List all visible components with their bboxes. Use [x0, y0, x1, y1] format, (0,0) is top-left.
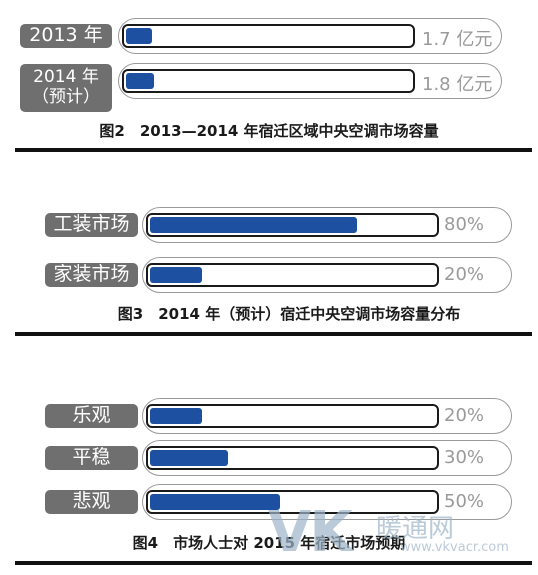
- bar-fill: [126, 73, 154, 89]
- chart3-row-jiazhuang: 家装市场 20%: [0, 257, 538, 293]
- divider: [15, 332, 532, 336]
- bar-track: [146, 213, 439, 237]
- row-label: 家装市场: [45, 263, 138, 287]
- chart-caption: 图3 2014 年（预计）宿迁中央空调市场容量分布: [117, 305, 461, 323]
- watermark-logo: VK: [268, 500, 353, 565]
- chart2-row-2013: 2013 年 1.7 亿元: [0, 18, 538, 54]
- value-label: 80%: [444, 214, 485, 235]
- bar-track: [146, 446, 439, 470]
- chart4-row-beiguan: 悲观 50%: [0, 484, 538, 520]
- row-label: 乐观: [45, 404, 138, 428]
- row-label: 2013 年: [20, 24, 112, 48]
- watermark-text: 暖通网: [376, 514, 455, 544]
- value-label: 20%: [444, 405, 485, 426]
- bar-track: [146, 490, 439, 514]
- value-label: 20%: [444, 264, 485, 285]
- row-label: 平稳: [45, 446, 138, 470]
- divider: [15, 561, 532, 565]
- chart2-row-2014: 2014 年 （预计） 1.8 亿元: [0, 62, 538, 112]
- value-label: 1.8 亿元: [422, 74, 493, 95]
- bar-track: [122, 24, 415, 48]
- bar-track: [146, 404, 439, 428]
- row-label: 2014 年 （预计）: [20, 64, 112, 112]
- row-label: 工装市场: [45, 213, 138, 237]
- value-label: 30%: [444, 447, 485, 468]
- chart4-row-leguan: 乐观 20%: [0, 398, 538, 434]
- bar-track: [122, 69, 415, 93]
- row-label: 悲观: [45, 490, 138, 514]
- watermark-url: www.vkvacr.com: [400, 540, 509, 555]
- chart-caption: 图2 2013—2014 年宿迁区域中央空调市场容量: [99, 122, 439, 140]
- bar-fill: [126, 28, 152, 44]
- value-label: 1.7 亿元: [422, 29, 493, 50]
- value-label: 50%: [444, 491, 485, 512]
- bar-fill: [150, 450, 228, 466]
- chart-caption: 图4 市场人士对 2015 年宿迁市场预期: [132, 534, 406, 552]
- bar-fill: [150, 408, 202, 424]
- bar-fill: [150, 267, 202, 283]
- bar-fill: [150, 217, 357, 233]
- chart3-row-gongzhuang: 工装市场 80%: [0, 207, 538, 243]
- divider: [15, 148, 532, 152]
- bar-track: [146, 263, 439, 287]
- bar-fill: [150, 494, 280, 510]
- chart4-row-pingwen: 平稳 30%: [0, 440, 538, 476]
